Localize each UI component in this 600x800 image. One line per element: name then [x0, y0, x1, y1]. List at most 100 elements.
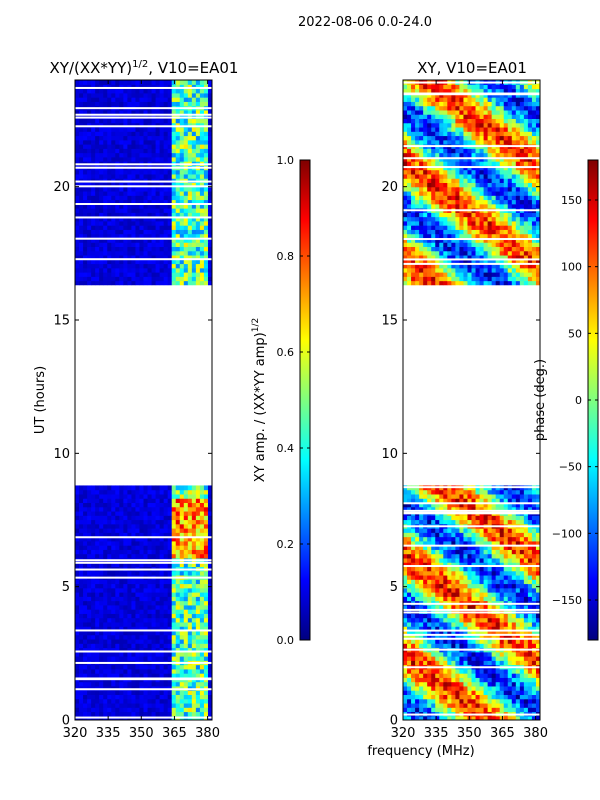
heatmap-cell	[143, 502, 149, 508]
heatmap-cell	[135, 570, 141, 576]
heatmap-cell	[175, 711, 181, 717]
heatmap-cell	[431, 557, 436, 563]
heatmap-cell	[163, 280, 169, 286]
heatmap-cell	[111, 664, 116, 670]
heatmap-cell	[455, 702, 461, 708]
heatmap-cell	[143, 203, 149, 209]
heatmap-cell	[119, 617, 124, 623]
heatmap-cell	[535, 685, 540, 691]
heatmap-cell	[203, 212, 209, 218]
heatmap-cell	[459, 570, 465, 576]
heatmap-cell	[127, 101, 133, 107]
heatmap-cell	[155, 229, 161, 235]
heatmap-cell	[163, 711, 169, 717]
heatmap-cell	[167, 515, 173, 521]
heatmap-cell	[411, 553, 416, 559]
heatmap-cell	[103, 216, 108, 222]
heatmap-cell	[467, 583, 473, 589]
heatmap-cell	[115, 114, 120, 119]
heatmap-cell	[107, 242, 112, 247]
heatmap-cell	[479, 574, 485, 580]
heatmap-cell	[431, 545, 436, 550]
heatmap-cell	[203, 694, 209, 700]
heatmap-cell	[187, 148, 193, 154]
heatmap-cell	[151, 651, 157, 657]
heatmap-cell	[115, 92, 120, 98]
heatmap-cell	[507, 630, 513, 636]
heatmap-cell	[131, 562, 137, 567]
heatmap-cell	[87, 199, 92, 205]
heatmap-cell	[483, 574, 489, 580]
heatmap-cell	[83, 242, 88, 247]
heatmap-cell	[147, 643, 153, 649]
heatmap-cell	[111, 502, 116, 508]
heatmap-cell	[147, 656, 153, 661]
heatmap-cell	[203, 199, 209, 205]
heatmap-cell	[163, 510, 169, 516]
heatmap-cell	[75, 493, 80, 499]
heatmap-cell	[127, 647, 133, 653]
heatmap-cell	[475, 702, 481, 708]
heatmap-cell	[95, 122, 100, 128]
heatmap-cell	[435, 574, 440, 580]
heatmap-cell	[95, 673, 100, 678]
heatmap-cell	[471, 570, 477, 576]
heatmap-cell	[159, 630, 165, 636]
heatmap-cell	[187, 592, 193, 597]
heatmap-cell	[411, 587, 416, 593]
heatmap-cell	[143, 592, 149, 597]
heatmap-cell	[423, 596, 428, 602]
heatmap-cell	[511, 651, 517, 657]
heatmap-cell	[175, 208, 181, 213]
heatmap-cell	[167, 254, 173, 260]
heatmap-cell	[475, 681, 481, 687]
heatmap-cell	[435, 604, 440, 610]
heatmap-cell	[183, 84, 189, 90]
heatmap-cell	[83, 711, 88, 717]
heatmap-cell	[87, 532, 92, 538]
heatmap-cell	[431, 698, 436, 704]
heatmap-cell	[155, 698, 161, 704]
heatmap-cell	[127, 651, 133, 657]
heatmap-cell	[199, 711, 205, 717]
heatmap-cell	[95, 114, 100, 119]
heatmap-cell	[179, 596, 185, 602]
heatmap-cell	[171, 579, 177, 585]
heatmap-cell	[103, 489, 108, 495]
heatmap-cell	[407, 553, 412, 559]
heatmap-cell	[175, 613, 181, 619]
heatmap-cell	[83, 212, 88, 218]
heatmap-cell	[139, 553, 145, 559]
heatmap-cell	[155, 182, 161, 188]
heatmap-cell	[155, 519, 161, 525]
heatmap-cell	[91, 126, 96, 132]
heatmap-cell	[139, 259, 145, 265]
heatmap-cell	[163, 609, 169, 614]
heatmap-cell	[523, 677, 529, 683]
heatmap-cell	[419, 638, 424, 644]
heatmap-cell	[195, 609, 201, 614]
heatmap-cell	[423, 557, 428, 563]
heatmap-cell	[119, 570, 124, 576]
heatmap-cell	[103, 139, 108, 145]
heatmap-cell	[407, 685, 412, 691]
heatmap-cell	[79, 523, 84, 529]
flagged-row	[75, 180, 212, 183]
heatmap-cell	[495, 694, 501, 700]
heatmap-cell	[443, 592, 448, 597]
flagged-row	[75, 185, 212, 188]
heatmap-cell	[431, 707, 436, 713]
heatmap-cell	[79, 617, 84, 623]
heatmap-cell	[487, 681, 493, 687]
heatmap-cell	[483, 617, 489, 623]
heatmap-cell	[483, 677, 489, 683]
amplitude-colorbar-label-main: XY amp. / (XX*YY amp)	[253, 332, 268, 482]
heatmap-cell	[187, 246, 193, 252]
heatmap-cell	[447, 579, 452, 585]
heatmap-cell	[435, 617, 440, 623]
heatmap-cell	[95, 109, 100, 115]
heatmap-cell	[519, 557, 525, 563]
heatmap-cell	[147, 617, 153, 623]
heatmap-cell	[187, 233, 193, 239]
heatmap-cell	[163, 156, 169, 162]
